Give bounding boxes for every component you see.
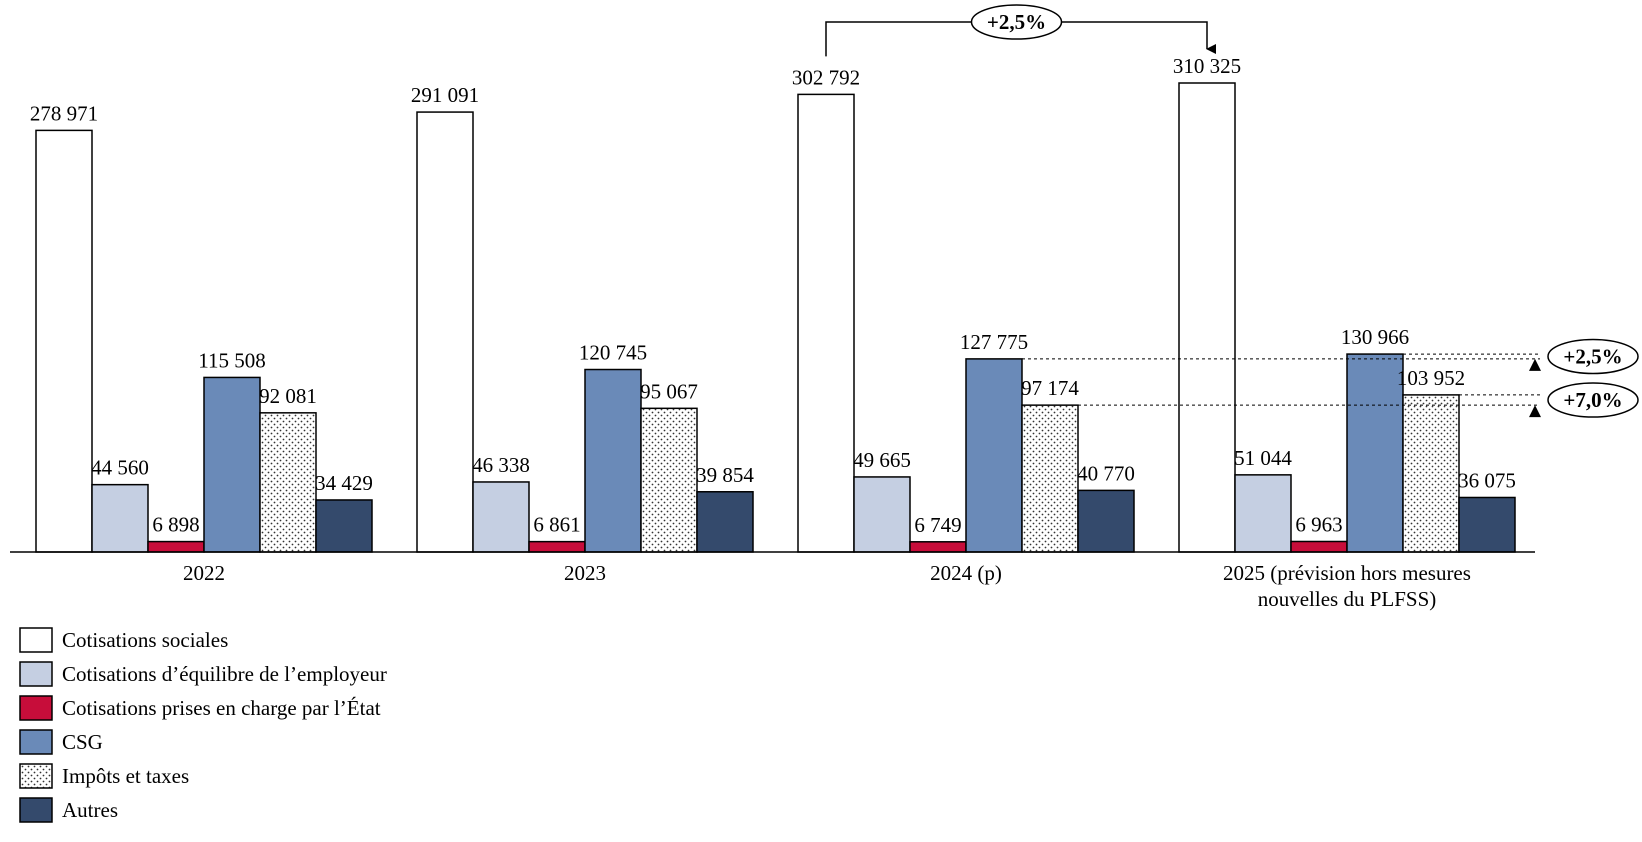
bar [416,111,474,553]
arrow-up [1529,358,1541,371]
legend-label: CSG [62,730,103,754]
value-label: 6 861 [533,513,580,537]
annotation-bubble [1547,382,1639,418]
bar [1458,496,1516,553]
value-label: 51 044 [1234,446,1292,470]
annotation-bubble [1547,338,1639,375]
bar [640,407,698,553]
legend-label: Impôts et taxes [62,764,189,788]
bar [965,358,1023,553]
value-label: 120 745 [579,341,647,365]
bar [1021,404,1079,553]
bar [853,476,911,553]
value-label: 49 665 [853,448,911,472]
value-label: 6 898 [152,513,199,537]
value-label: 302 792 [792,65,860,89]
bar [147,540,205,553]
x-tick-label: 2023 [564,561,606,585]
value-label: 39 854 [696,463,754,487]
x-tick-label: 2022 [183,561,225,585]
bar [528,540,586,553]
value-label: 115 508 [198,348,265,372]
bar [1077,489,1135,553]
annotation: +2,5% [987,10,1046,34]
bar [91,483,149,553]
value-label: 36 075 [1458,468,1516,492]
legend-label: Cotisations prises en charge par l’État [62,696,381,720]
arrow-up [1529,405,1541,418]
bar [472,481,530,553]
legend-swatch [19,627,53,653]
value-label: 40 770 [1077,461,1135,485]
x-tick-label: 2025 (prévision hors mesures nouvelles d… [1223,561,1471,611]
legend-label: Cotisations d’équilibre de l’employeur [62,662,387,686]
value-label: 44 560 [91,456,149,480]
legend-label: Cotisations sociales [62,628,228,652]
value-label: 97 174 [1021,376,1079,400]
legend-swatch [19,763,53,789]
value-label: 278 971 [30,101,98,125]
annotation: +7,0% [1563,388,1622,412]
value-label: 127 775 [960,330,1028,354]
bar [909,541,967,553]
value-label: 6 963 [1295,512,1342,536]
value-label: 92 081 [259,384,317,408]
annotation-bubble [970,4,1063,40]
legend-swatch [19,797,53,823]
bar [1234,474,1292,553]
x-tick-label: 2024 (p) [930,561,1002,585]
bar [1290,540,1348,553]
legend-swatch [19,661,53,687]
legend-swatch [19,695,53,721]
bar [1346,353,1404,553]
legend-label: Autres [62,798,118,822]
value-label: 34 429 [315,471,373,495]
value-label: 310 325 [1173,54,1241,78]
value-label: 6 749 [914,513,961,537]
bar [797,93,855,553]
bar [1402,394,1460,553]
bar [315,499,373,553]
legend-swatch [19,729,53,755]
bar [584,368,642,553]
bar [259,412,317,553]
bar [35,129,93,553]
value-label: 103 952 [1397,366,1465,390]
value-label: 291 091 [411,83,479,107]
value-label: 46 338 [472,453,530,477]
bar [1178,82,1236,553]
bar [696,491,754,553]
bar [203,376,261,553]
value-label: 95 067 [640,379,698,403]
value-label: 130 966 [1341,325,1409,349]
annotation: +2,5% [1563,344,1622,368]
